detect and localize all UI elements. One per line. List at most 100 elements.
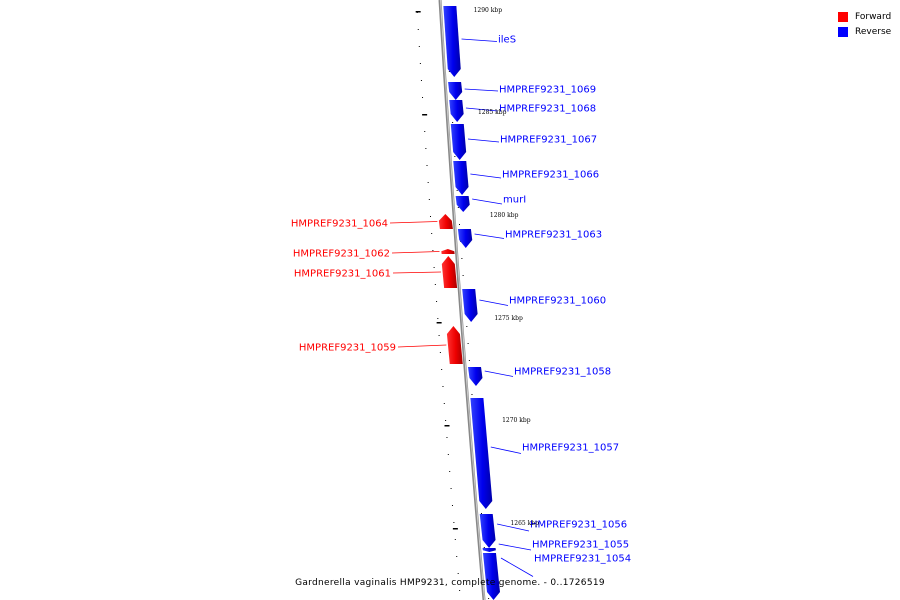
legend-reverse-label: Reverse	[855, 26, 892, 37]
legend-forward-label: Forward	[855, 11, 892, 22]
gene-arrow[interactable]	[468, 367, 483, 386]
minor-tick	[457, 573, 459, 574]
gene-connector	[465, 107, 499, 112]
gene-label[interactable]: HMPREF9231_1068	[499, 104, 596, 115]
major-tick	[436, 322, 442, 324]
gene-arrow[interactable]	[441, 256, 458, 288]
genome-caption: Gardnerella vaginalis HMP9231, complete …	[295, 578, 605, 588]
minor-tick	[426, 165, 428, 166]
scale-label: 1275 kbp	[494, 315, 523, 322]
gene-connector	[474, 233, 505, 239]
minor-tick	[448, 71, 450, 72]
minor-tick	[425, 148, 427, 149]
gene-arrow[interactable]	[462, 289, 478, 322]
major-tick	[415, 11, 421, 13]
minor-tick	[436, 301, 438, 302]
minor-tick	[446, 437, 448, 438]
scale-label: 1265 kbp	[510, 520, 539, 527]
minor-tick	[424, 131, 426, 132]
minor-tick	[445, 420, 447, 421]
gene-connector	[464, 88, 499, 92]
gene-label[interactable]: HMPREF9231_1062	[293, 249, 390, 260]
minor-tick	[434, 284, 436, 285]
gene-arrow[interactable]	[450, 124, 467, 160]
gene-label[interactable]: HMPREF9231_1058	[514, 367, 611, 378]
gene-arrow[interactable]	[453, 161, 469, 195]
gene-label[interactable]: HMPREF9231_1059	[299, 343, 396, 354]
gene-connector	[470, 173, 502, 179]
major-tick	[452, 528, 458, 530]
minor-tick	[427, 182, 429, 183]
minor-tick	[438, 335, 440, 336]
gene-connector	[391, 251, 440, 254]
gene-arrow[interactable]	[470, 398, 493, 509]
gene-label[interactable]: HMPREF9231_1067	[500, 135, 597, 146]
gene-arrow[interactable]	[479, 514, 496, 548]
gene-arrow[interactable]	[482, 553, 500, 600]
gene-label[interactable]: murI	[503, 195, 526, 206]
minor-tick	[459, 590, 461, 591]
gene-label[interactable]: HMPREF9231_1063	[505, 230, 602, 241]
minor-tick	[480, 513, 482, 514]
gene-arrow[interactable]	[448, 82, 463, 100]
minor-tick	[442, 386, 444, 387]
minor-tick	[422, 97, 424, 98]
gene-connector	[479, 299, 509, 306]
scale-labels: 1290 kbp 1285 kbp 1280 kbp 1275 kbp 1270 kbp…	[474, 7, 540, 527]
gene-label[interactable]: HMPREF9231_1060	[509, 296, 606, 307]
gene-arrow[interactable]	[438, 214, 453, 229]
gene-arrow[interactable]	[449, 100, 464, 122]
minor-tick	[432, 250, 434, 251]
gene-label[interactable]: HMPREF9231_1054	[534, 554, 631, 565]
minor-tick	[461, 258, 463, 259]
gene-label[interactable]: HMPREF9231_1056	[530, 520, 627, 531]
minor-tick	[419, 63, 421, 64]
gene-arrow[interactable]	[443, 6, 461, 77]
gene-connector	[389, 221, 438, 224]
legend-reverse: Reverse	[838, 24, 891, 39]
scale-label: 1290 kbp	[474, 7, 503, 14]
minor-tick	[453, 522, 455, 523]
gene-connector	[497, 523, 530, 532]
minor-tick	[429, 216, 431, 217]
gene-arrow[interactable]	[446, 326, 463, 364]
minor-tick	[449, 471, 451, 472]
gene-arrow[interactable]	[457, 229, 473, 248]
gene-connector	[500, 557, 534, 577]
minor-tick	[466, 326, 468, 327]
scale-label: 1280 kbp	[490, 212, 519, 219]
gene-connector	[484, 370, 514, 377]
gene-label[interactable]: HMPREF9231_1064	[291, 219, 388, 230]
gene-label[interactable]: HMPREF9231_1069	[499, 85, 596, 96]
gene-track: ileS HMPREF9231_1069 HMPREF9231_1068 HMPREF…	[291, 6, 631, 600]
scale-label: 1285 kbp	[478, 109, 507, 116]
minor-tick	[441, 369, 443, 370]
major-tick	[444, 425, 450, 427]
reverse-swatch	[838, 26, 848, 37]
gene-arrow[interactable]	[441, 249, 455, 254]
legend-forward: Forward	[838, 9, 891, 24]
minor-tick	[447, 454, 449, 455]
minor-tick	[433, 267, 435, 268]
gene-arrow[interactable]	[482, 548, 496, 552]
minor-tick	[454, 539, 456, 540]
tick-marks	[415, 11, 490, 599]
gene-label[interactable]: HMPREF9231_1061	[294, 269, 391, 280]
gene-connector	[498, 543, 532, 551]
gene-label[interactable]: HMPREF9231_1055	[532, 540, 629, 551]
minor-tick	[418, 46, 420, 47]
minor-tick	[488, 598, 490, 599]
gene-connector	[397, 344, 447, 348]
gene-connector	[461, 38, 498, 42]
gene-label[interactable]: HMPREF9231_1066	[502, 170, 599, 181]
minor-tick	[467, 343, 469, 344]
gene-arrow[interactable]	[455, 196, 470, 212]
minor-tick	[431, 233, 433, 234]
gene-label[interactable]: HMPREF9231_1057	[522, 443, 619, 454]
minor-tick	[417, 29, 419, 30]
gene-connector	[392, 271, 441, 274]
minor-tick	[443, 403, 445, 404]
minor-tick	[458, 224, 460, 225]
gene-label[interactable]: ileS	[498, 35, 516, 46]
minor-tick	[439, 352, 441, 353]
